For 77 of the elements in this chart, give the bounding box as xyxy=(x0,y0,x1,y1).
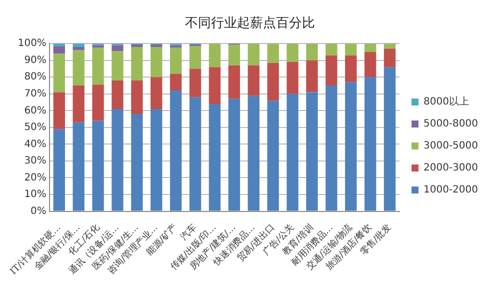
bar xyxy=(170,48,182,74)
bar xyxy=(228,44,240,66)
bar xyxy=(364,44,376,52)
bar xyxy=(326,44,338,56)
bar xyxy=(150,77,162,109)
legend-label: 3000-5000 xyxy=(423,140,478,152)
bar xyxy=(150,46,162,78)
bar xyxy=(286,44,298,62)
bar xyxy=(306,60,318,92)
bar xyxy=(92,45,104,48)
bar xyxy=(92,84,104,121)
bar xyxy=(112,45,124,52)
bar xyxy=(326,86,338,211)
bar xyxy=(364,77,376,211)
bar xyxy=(170,90,182,211)
bar xyxy=(131,114,143,211)
y-tick-label: 70% xyxy=(24,88,46,100)
bar xyxy=(306,44,318,60)
bar xyxy=(53,46,65,54)
bar xyxy=(92,48,104,85)
bar xyxy=(170,45,182,48)
bar xyxy=(189,46,202,69)
bar xyxy=(286,94,298,211)
bar xyxy=(112,80,124,109)
y-tick-label: 90% xyxy=(24,54,46,66)
y-tick-label: 20% xyxy=(24,172,46,184)
bar xyxy=(72,86,84,122)
y-tick-label: 0% xyxy=(30,206,46,217)
bar xyxy=(112,51,124,80)
bar xyxy=(72,46,84,50)
bar xyxy=(228,98,240,211)
bar xyxy=(112,108,124,211)
bar xyxy=(131,80,143,114)
legend-label: 1000-2000 xyxy=(423,184,478,196)
bar xyxy=(189,68,202,98)
bar xyxy=(131,44,143,47)
bar xyxy=(364,52,376,78)
legend-label: 8000以上 xyxy=(423,96,469,108)
bar xyxy=(53,129,65,211)
bar xyxy=(72,50,84,86)
y-tick-label: 80% xyxy=(24,72,46,83)
bar xyxy=(208,67,221,104)
bar xyxy=(384,67,396,211)
bar xyxy=(131,46,143,80)
bar xyxy=(150,44,162,47)
bar xyxy=(248,96,260,211)
bar xyxy=(189,97,202,211)
bar xyxy=(170,74,182,91)
y-tick-label: 100% xyxy=(18,38,46,50)
y-tick-label: 60% xyxy=(24,105,46,116)
y-tick-label: 30% xyxy=(24,156,46,167)
bar xyxy=(267,44,279,63)
bar xyxy=(248,44,260,66)
bar xyxy=(228,65,240,99)
bar xyxy=(150,108,162,211)
bar xyxy=(326,55,338,86)
y-tick-label: 10% xyxy=(24,189,46,200)
bar xyxy=(53,54,65,92)
y-tick-label: 50% xyxy=(24,122,46,134)
bar xyxy=(208,44,221,68)
bar xyxy=(53,92,65,130)
bar xyxy=(267,100,279,211)
bar xyxy=(286,62,298,94)
bar xyxy=(345,55,357,82)
bar xyxy=(345,82,357,211)
y-tick-label: 40% xyxy=(24,138,46,150)
bar xyxy=(384,48,396,68)
legend-label: 5000-8000 xyxy=(423,118,478,130)
bar xyxy=(267,62,279,101)
chart-title: 不同行业起薪点百分比 xyxy=(185,16,315,32)
bar xyxy=(345,44,357,56)
legend-label: 2000-3000 xyxy=(423,162,478,174)
bar xyxy=(92,120,104,211)
bar xyxy=(248,65,260,96)
bar xyxy=(72,122,84,211)
bar xyxy=(306,92,318,211)
bar xyxy=(208,104,221,211)
